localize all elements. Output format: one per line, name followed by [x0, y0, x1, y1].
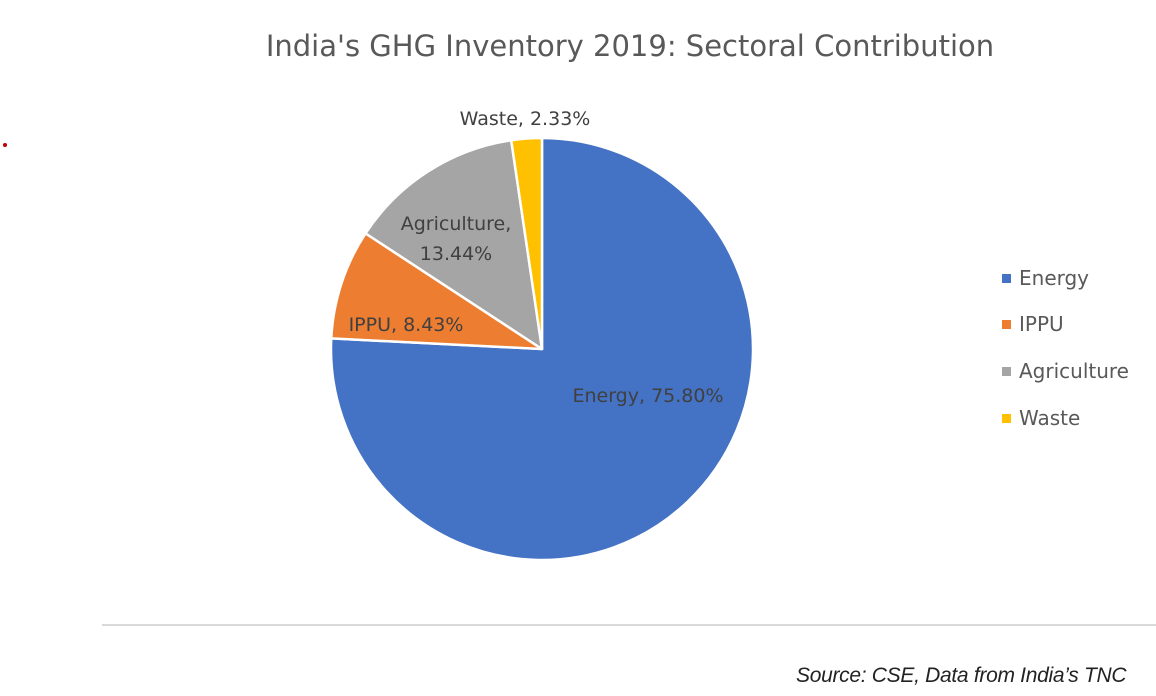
chart-title: India's GHG Inventory 2019: Sectoral Con…	[266, 29, 994, 63]
pie-slice-agriculture	[364, 139, 544, 351]
legend-label-ippu: IPPU	[1019, 312, 1064, 336]
legend-label-agriculture: Agriculture	[1019, 359, 1129, 383]
data-label-agriculture-line1: Agriculture,	[401, 213, 512, 235]
source-note: Source: CSE, Data from India’s TNC	[796, 664, 1127, 687]
divider-line	[102, 624, 1156, 626]
pie-slices	[329, 136, 755, 562]
pie-slice-energy	[329, 136, 755, 562]
legend-swatch-ippu	[1002, 320, 1011, 329]
legend: Energy IPPU Agriculture Waste	[1002, 266, 1129, 430]
red-dot-marker	[3, 143, 7, 147]
legend-swatch-waste	[1002, 414, 1011, 423]
data-label-waste: Waste, 2.33%	[460, 108, 591, 130]
pie-slice-waste	[509, 136, 544, 351]
pie-slice-ippu	[330, 232, 544, 351]
data-label-agriculture-line2: 13.44%	[420, 243, 492, 265]
slice-labels: Energy, 75.80% IPPU, 8.43% Agriculture, …	[349, 108, 724, 407]
legend-label-energy: Energy	[1019, 266, 1089, 290]
data-label-ippu: IPPU, 8.43%	[349, 314, 464, 336]
legend-swatch-agriculture	[1002, 367, 1011, 376]
data-label-energy: Energy, 75.80%	[572, 385, 723, 407]
legend-swatch-energy	[1002, 274, 1011, 283]
legend-label-waste: Waste	[1019, 406, 1080, 430]
